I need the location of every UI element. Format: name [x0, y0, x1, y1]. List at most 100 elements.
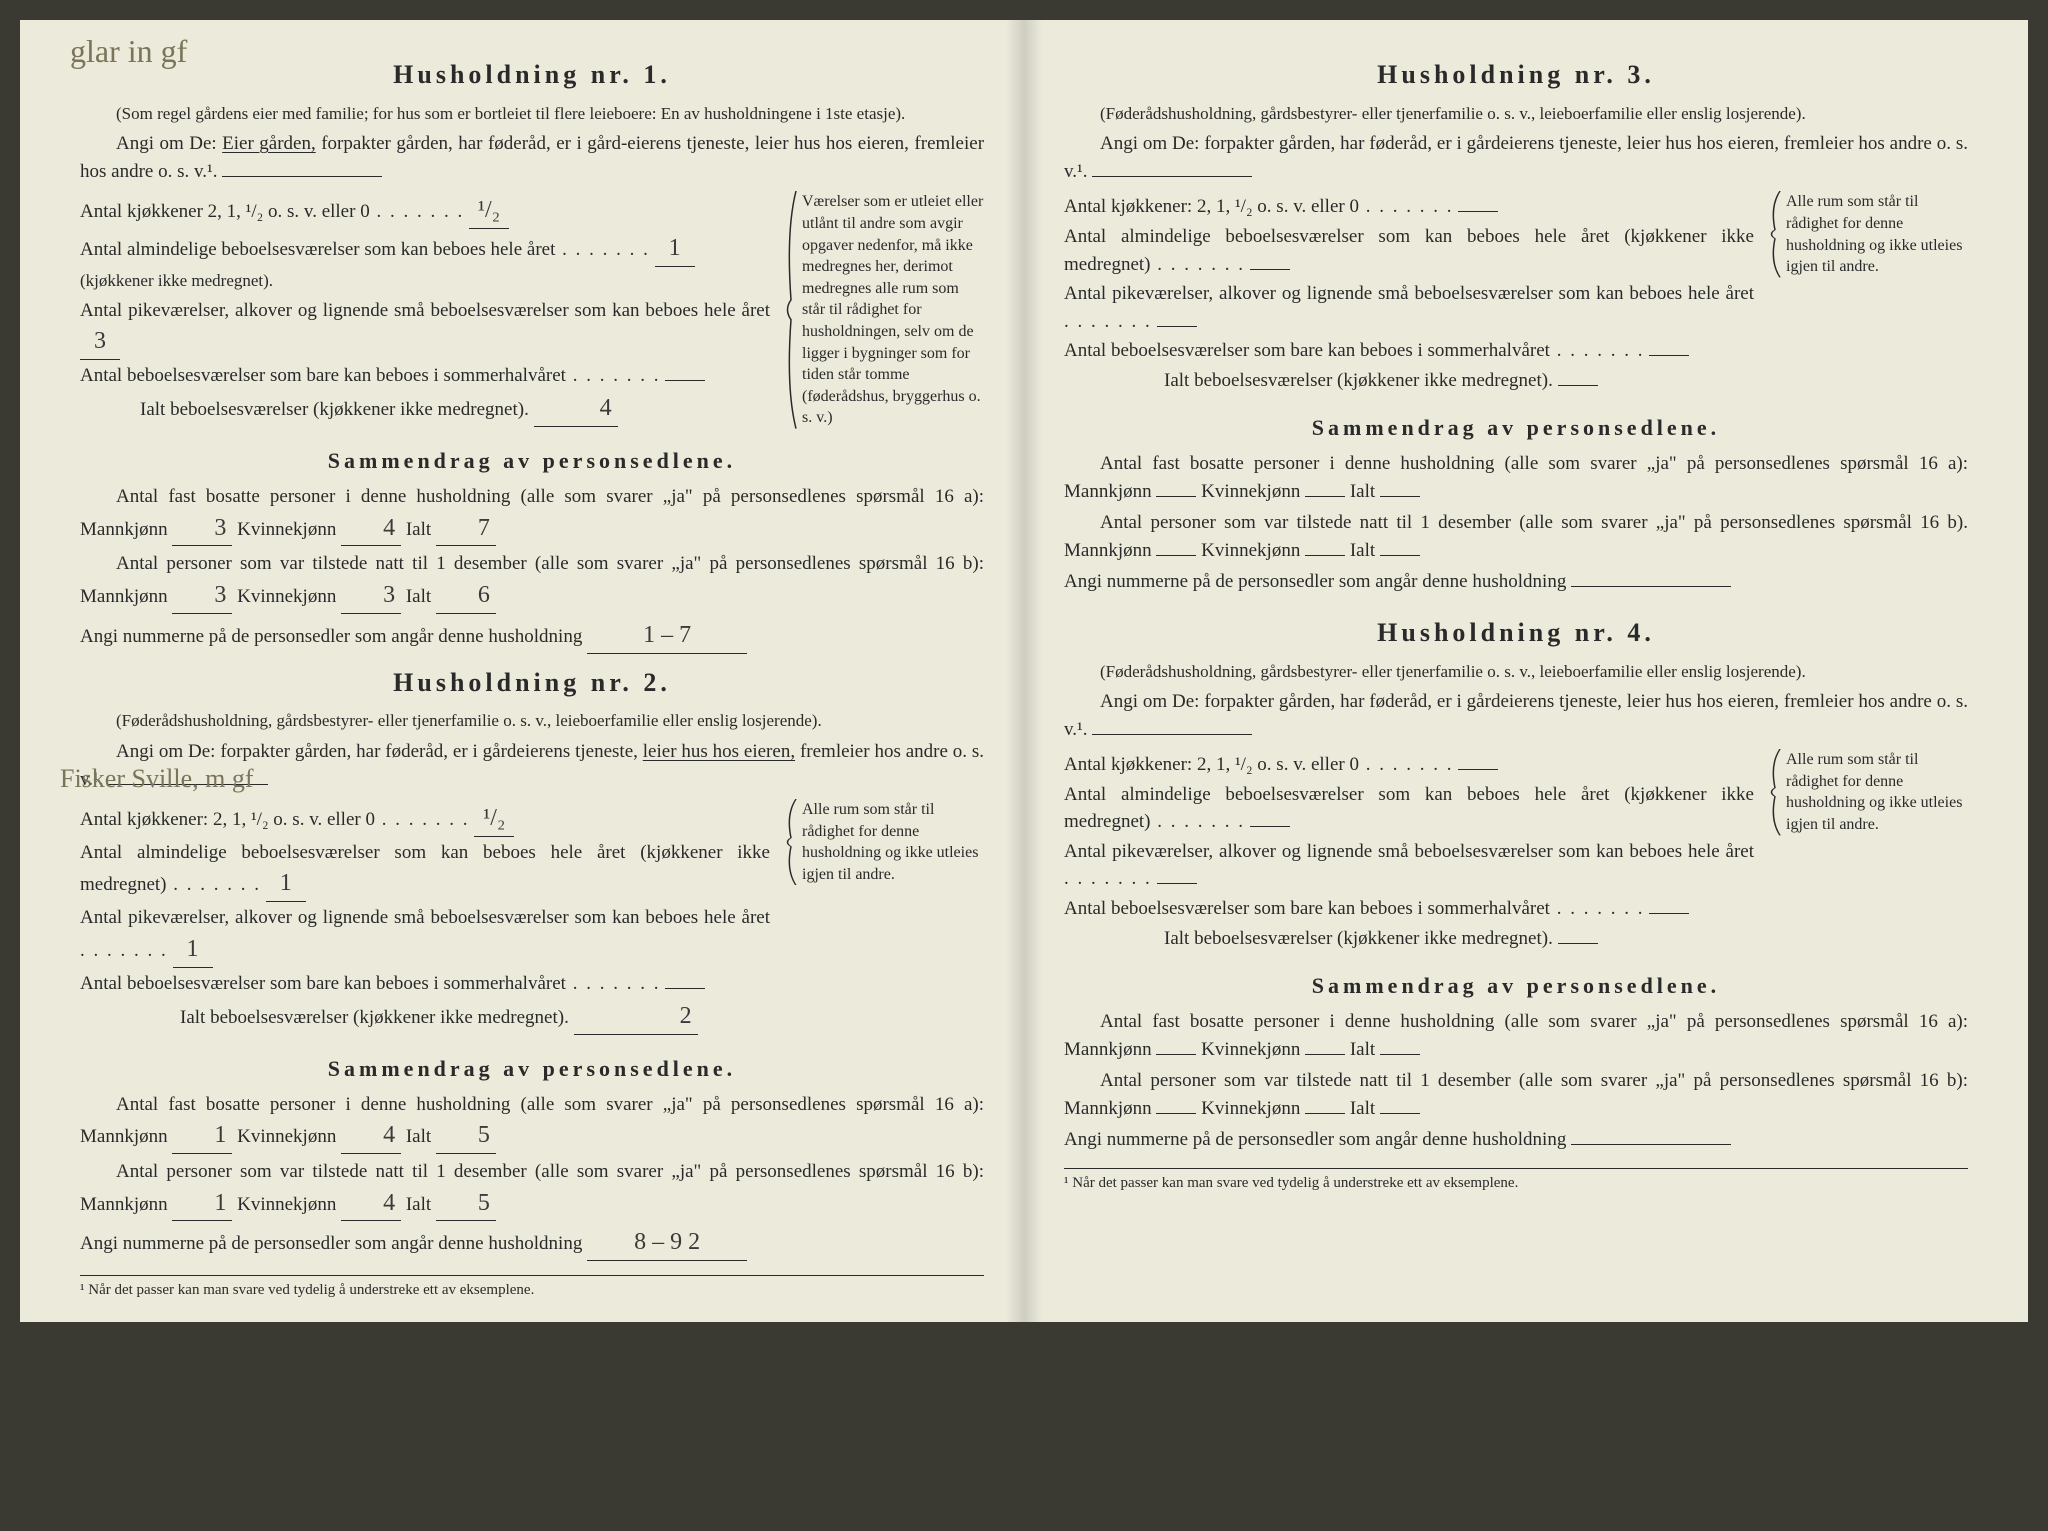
- s16a-intro: Antal fast bosatte personer i denne hush…: [116, 486, 984, 507]
- household-4-angi: Angi om De: forpakter gården, har føderå…: [1064, 688, 1968, 743]
- household-3-fields: Antal kjøkkener: 2, 1, ¹/₂ o. s. v. elle…: [1064, 191, 1754, 396]
- household-3: Husholdning nr. 3. (Føderådshusholdning,…: [1064, 56, 1968, 596]
- document-spread: glar in gf Husholdning nr. 1. (Som regel…: [20, 20, 2028, 1322]
- h2-sommer[interactable]: [665, 988, 705, 989]
- s16b-ialt[interactable]: 6: [436, 578, 496, 614]
- s16b-mann[interactable]: 3: [172, 578, 232, 614]
- s16a-ialt[interactable]: 7: [436, 511, 496, 547]
- brace-icon: [1768, 749, 1782, 835]
- h3-pike[interactable]: [1157, 326, 1197, 327]
- household-1-fields: Antal kjøkkener 2, 1, ¹/₂ o. s. v. eller…: [80, 191, 770, 429]
- sommer-label: Antal beboelsesværelser som bare kan beb…: [80, 365, 566, 386]
- h3-alm[interactable]: [1250, 269, 1290, 270]
- footnote-right: ¹ Når det passer kan man svare ved tydel…: [1064, 1168, 1968, 1195]
- pike-label: Antal pikeværelser, alkover og lignende …: [80, 300, 770, 321]
- household-1-fields-row: Antal kjøkkener 2, 1, ¹/₂ o. s. v. eller…: [80, 191, 984, 429]
- field-kjokkener: Antal kjøkkener 2, 1, ¹/₂ o. s. v. eller…: [80, 193, 770, 229]
- s16a-row: Antal fast bosatte personer i denne hush…: [80, 483, 984, 546]
- brace-icon: [1768, 191, 1782, 277]
- alm-value[interactable]: 1: [655, 231, 695, 267]
- mann-label: Mannkjønn: [80, 519, 168, 540]
- household-1: Husholdning nr. 1. (Som regel gårdens ei…: [80, 56, 984, 654]
- h3-sommer[interactable]: [1649, 355, 1689, 356]
- h3-nummer[interactable]: [1571, 586, 1731, 587]
- household-3-title: Husholdning nr. 3.: [1064, 56, 1968, 94]
- kvinne-label: Kvinnekjønn: [237, 519, 336, 540]
- household-4-fields: Antal kjøkkener: 2, 1, ¹/₂ o. s. v. elle…: [1064, 749, 1754, 954]
- angi-fill[interactable]: [222, 176, 382, 177]
- h4-nummer-row: Angi nummerne på de personsedler som ang…: [1064, 1126, 1968, 1154]
- household-4-fields-row: Antal kjøkkener: 2, 1, ¹/₂ o. s. v. elle…: [1064, 749, 1968, 954]
- household-3-angi: Angi om De: forpakter gården, har føderå…: [1064, 130, 1968, 185]
- s16b-kvinne[interactable]: 3: [341, 578, 401, 614]
- household-4-preamble: (Føderådshusholdning, gårdsbestyrer- ell…: [1064, 660, 1968, 685]
- pike-value[interactable]: 3: [80, 324, 120, 360]
- page-left: glar in gf Husholdning nr. 1. (Som regel…: [20, 20, 1024, 1322]
- alm-label: Antal almindelige beboelsesværelser som …: [80, 239, 555, 260]
- h4-s16b-row: Antal personer som var tilstede natt til…: [1064, 1067, 1968, 1122]
- handwritten-note-1: glar in gf: [70, 28, 187, 74]
- handwritten-note-2: Fisker Sville, m gf: [60, 760, 254, 798]
- household-2-title: Husholdning nr. 2.: [80, 664, 984, 702]
- angi-underlined: Eier gården,: [222, 133, 316, 154]
- household-4-title: Husholdning nr. 4.: [1064, 614, 1968, 652]
- h4-kjokkener[interactable]: [1458, 769, 1498, 770]
- h4-ialt[interactable]: [1558, 943, 1598, 944]
- household-3-sidenote: Alle rum som står til rådighet for denne…: [1768, 191, 1968, 277]
- household-3-sammendrag-title: Sammendrag av personsedlene.: [1064, 412, 1968, 444]
- ialt-label: Ialt beboelsesværelser (kjøkkener ikke m…: [140, 399, 529, 420]
- household-1-preamble: (Som regel gårdens eier med familie; for…: [80, 102, 984, 127]
- field-sommer: Antal beboelsesværelser som bare kan beb…: [80, 362, 770, 390]
- h3-kjokkener[interactable]: [1458, 211, 1498, 212]
- h4-sommer[interactable]: [1649, 913, 1689, 914]
- household-1-angi: Angi om De: Eier gården, forpakter gårde…: [80, 130, 984, 185]
- h2-s16b-row: Antal personer som var tilstede natt til…: [80, 1158, 984, 1221]
- h2-alm[interactable]: 1: [266, 866, 306, 902]
- s16b-intro: Antal personer som var tilstede natt til…: [116, 553, 984, 574]
- nummer-row: Angi nummerne på de personsedler som ang…: [80, 618, 984, 654]
- household-1-sidenote: Værelser som er utleiet eller utlånt til…: [784, 191, 984, 429]
- household-2-sammendrag-title: Sammendrag av personsedlene.: [80, 1053, 984, 1085]
- brace-icon: [784, 191, 798, 429]
- kjokkener-value[interactable]: ¹/₂: [469, 193, 509, 229]
- ialt-label-p: Ialt: [406, 519, 431, 540]
- household-4: Husholdning nr. 4. (Føderådshusholdning,…: [1064, 614, 1968, 1154]
- h2-pike[interactable]: 1: [173, 932, 213, 968]
- household-2-fields: Antal kjøkkener: 2, 1, ¹/₂ o. s. v. elle…: [80, 799, 770, 1037]
- household-2-preamble: (Føderådshusholdning, gårdsbestyrer- ell…: [80, 709, 984, 734]
- household-3-preamble: (Føderådshusholdning, gårdsbestyrer- ell…: [1064, 102, 1968, 127]
- footnote-left: ¹ Når det passer kan man svare ved tydel…: [80, 1275, 984, 1302]
- household-2: Husholdning nr. 2. (Føderådshusholdning,…: [80, 664, 984, 1262]
- nummer-label: Angi nummerne på de personsedler som ang…: [80, 626, 582, 647]
- ialt-value[interactable]: 4: [534, 391, 618, 427]
- h2-kjokkener[interactable]: ¹/₂: [474, 801, 514, 837]
- angi-prefix: Angi om De:: [116, 133, 217, 154]
- household-4-sammendrag-title: Sammendrag av personsedlene.: [1064, 970, 1968, 1002]
- sommer-value[interactable]: [665, 380, 705, 381]
- s16a-kvinne[interactable]: 4: [341, 511, 401, 547]
- field-pike: Antal pikeværelser, alkover og lignende …: [80, 297, 770, 360]
- alm-sub: (kjøkkener ikke medregnet).: [80, 271, 273, 290]
- s16b-row: Antal personer som var tilstede natt til…: [80, 550, 984, 613]
- h3-ialt[interactable]: [1558, 385, 1598, 386]
- s16a-mann[interactable]: 3: [172, 511, 232, 547]
- field-alm: Antal almindelige beboelsesværelser som …: [80, 231, 770, 294]
- household-1-title: Husholdning nr. 1.: [80, 56, 984, 94]
- field-ialt: Ialt beboelsesværelser (kjøkkener ikke m…: [80, 391, 770, 427]
- page-right: Husholdning nr. 3. (Føderådshusholdning,…: [1024, 20, 2028, 1322]
- h4-alm[interactable]: [1250, 826, 1290, 827]
- h2-nummer[interactable]: 8 – 9 2: [587, 1225, 747, 1261]
- sidenote-text: Værelser som er utleiet eller utlånt til…: [802, 193, 983, 426]
- household-3-fields-row: Antal kjøkkener: 2, 1, ¹/₂ o. s. v. elle…: [1064, 191, 1968, 396]
- household-2-fields-row: Antal kjøkkener: 2, 1, ¹/₂ o. s. v. elle…: [80, 799, 984, 1037]
- h2-s16a-row: Antal fast bosatte personer i denne hush…: [80, 1091, 984, 1154]
- h4-pike[interactable]: [1157, 883, 1197, 884]
- h3-s16a-row: Antal fast bosatte personer i denne hush…: [1064, 450, 1968, 505]
- h2-ialt[interactable]: 2: [574, 999, 698, 1035]
- h4-s16a-row: Antal fast bosatte personer i denne hush…: [1064, 1008, 1968, 1063]
- brace-icon: [784, 799, 798, 885]
- kjokkener-label: Antal kjøkkener 2, 1, ¹/₂ o. s. v. eller…: [80, 201, 370, 222]
- h4-nummer[interactable]: [1571, 1144, 1731, 1145]
- h3-nummer-row: Angi nummerne på de personsedler som ang…: [1064, 568, 1968, 596]
- nummer-value[interactable]: 1 – 7: [587, 618, 747, 654]
